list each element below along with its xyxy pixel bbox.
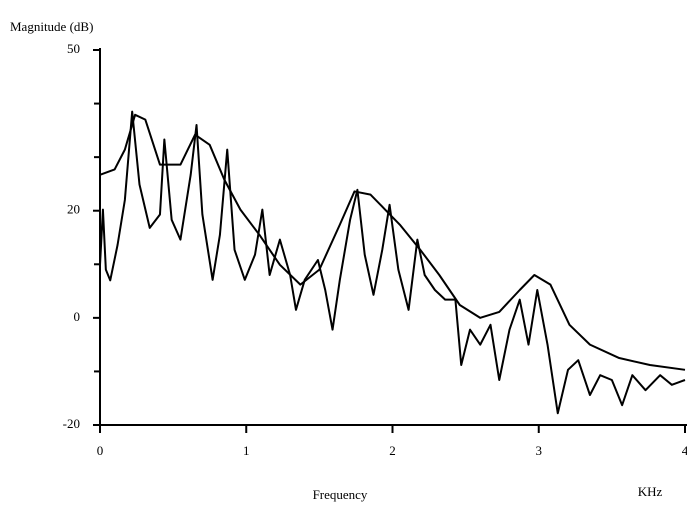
y-tick-label: 20: [67, 202, 80, 217]
x-axis-label: Frequency: [313, 487, 368, 502]
y-tick-label: 0: [74, 309, 81, 324]
spectrum-line: [99, 110, 686, 415]
x-tick-label: 1: [243, 443, 250, 458]
spectrum-line: [99, 113, 686, 371]
y-tick-label: -20: [63, 416, 80, 431]
x-tick-label: 2: [389, 443, 396, 458]
x-tick-label: 4: [682, 443, 687, 458]
y-axis-label: Magnitude (dB): [10, 19, 93, 34]
x-tick-label: 3: [536, 443, 543, 458]
x-unit: KHz: [638, 484, 663, 499]
x-tick-label: 0: [97, 443, 104, 458]
y-tick-label: 50: [67, 41, 80, 56]
